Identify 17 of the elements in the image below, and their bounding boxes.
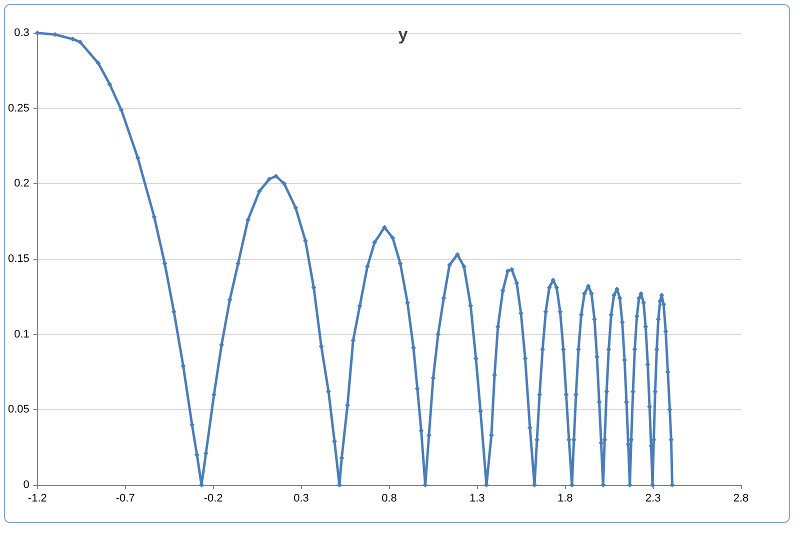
y-tick-label: 0.05 xyxy=(8,404,30,416)
x-tick-label: 1.8 xyxy=(557,492,573,504)
x-tick-label: -0.2 xyxy=(204,492,223,504)
y-tick-label: 0.25 xyxy=(8,102,30,114)
y-tick-label: 0.1 xyxy=(14,328,30,340)
x-tick-label: -1.2 xyxy=(28,492,47,504)
x-tick-label: 0.8 xyxy=(382,492,397,504)
x-tick-label: 2.8 xyxy=(733,492,749,504)
chart-title: y xyxy=(398,25,408,44)
x-tick-label: 0.3 xyxy=(294,492,309,504)
y-tick-label: 0 xyxy=(23,479,30,491)
x-tick-label: 1.3 xyxy=(470,492,485,504)
y-tick-label: 0.3 xyxy=(14,27,30,39)
x-tick-label: 2.3 xyxy=(645,492,661,504)
x-tick-label: -0.7 xyxy=(116,492,135,504)
y-tick-label: 0.2 xyxy=(14,178,30,190)
y-tick-label: 0.15 xyxy=(8,253,30,265)
